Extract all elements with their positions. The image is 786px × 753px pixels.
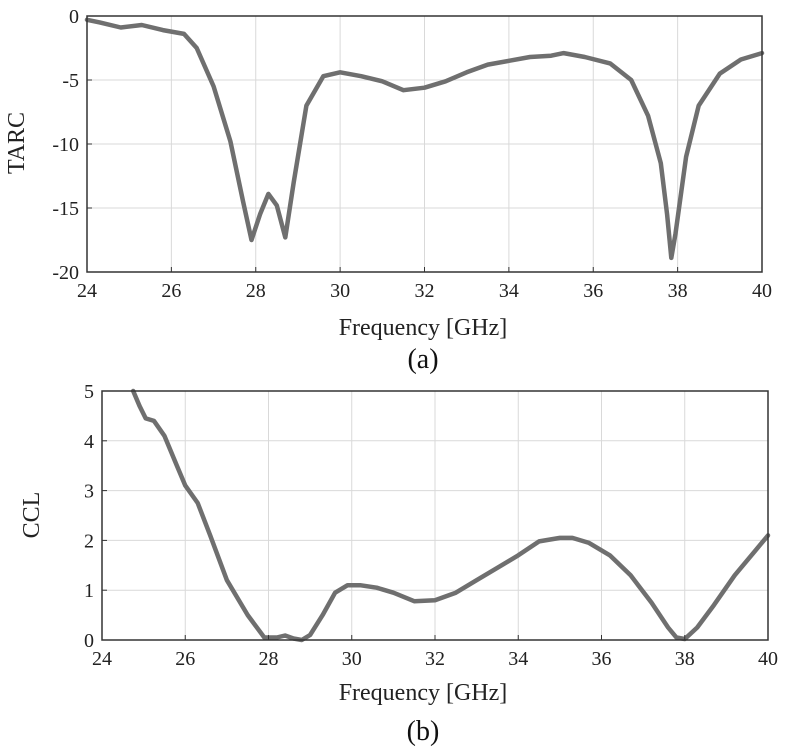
y-axis-label-b: CCL (19, 492, 45, 539)
x-tick-label-a: 34 (499, 280, 519, 302)
y-tick-label-b: 5 (84, 381, 94, 403)
caption-a: (a) (407, 344, 438, 375)
y-tick-label-b: 3 (84, 481, 94, 503)
series-line-b-0 (130, 388, 771, 643)
series-line-a-0 (84, 17, 765, 261)
y-tick-label-b: 2 (84, 530, 94, 552)
y-tick-label-a: -15 (52, 198, 79, 220)
x-tick-label-b: 28 (259, 648, 279, 670)
y-axis-label-a: TARC (4, 112, 30, 174)
caption-b: (b) (407, 716, 440, 747)
y-tick-label-a: -5 (62, 70, 79, 92)
chart-panel-b: CCL Frequency [GHz] (b) 24 26 28 30 32 34 36 38… (19, 381, 778, 747)
x-tick-label-a: 38 (668, 280, 688, 302)
y-tick-label-b: 0 (84, 630, 94, 652)
x-tick-label-b: 26 (175, 648, 195, 670)
chart-panel-a: TARC Frequency [GHz] (a) 24 26 28 30 32 34 36 3… (4, 6, 772, 375)
y-tick-label-a: 0 (69, 6, 79, 28)
y-tick-label-a: -10 (52, 134, 79, 156)
x-tick-label-a: 40 (752, 280, 772, 302)
x-tick-label-a: 26 (161, 280, 181, 302)
x-tick-label-b: 32 (425, 648, 445, 670)
x-tick-label-b: 24 (92, 648, 112, 670)
x-tick-label-b: 34 (508, 648, 528, 670)
x-tick-label-b: 38 (675, 648, 695, 670)
x-tick-label-b: 30 (342, 648, 362, 670)
y-tick-label-a: -20 (52, 262, 79, 284)
x-tick-label-b: 36 (592, 648, 612, 670)
x-tick-label-a: 28 (246, 280, 266, 302)
x-tick-label-b: 40 (758, 648, 778, 670)
x-tick-label-a: 36 (583, 280, 603, 302)
x-axis-label-b: Frequency [GHz] (339, 680, 508, 706)
x-axis-label-a: Frequency [GHz] (339, 315, 508, 341)
x-tick-label-a: 32 (415, 280, 435, 302)
x-tick-label-a: 24 (77, 280, 97, 302)
x-tick-label-a: 30 (330, 280, 350, 302)
y-tick-label-b: 1 (84, 580, 94, 602)
grid-a (86, 15, 763, 273)
y-tick-label-b: 4 (84, 431, 94, 453)
